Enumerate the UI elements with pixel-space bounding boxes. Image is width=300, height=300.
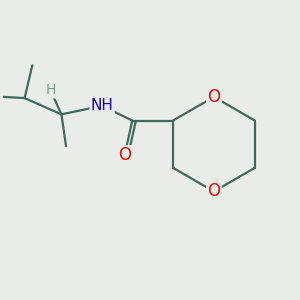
Text: O: O — [207, 182, 220, 200]
Text: NH: NH — [91, 98, 113, 113]
Text: O: O — [118, 146, 131, 164]
Text: H: H — [45, 83, 56, 97]
Text: O: O — [207, 88, 220, 106]
